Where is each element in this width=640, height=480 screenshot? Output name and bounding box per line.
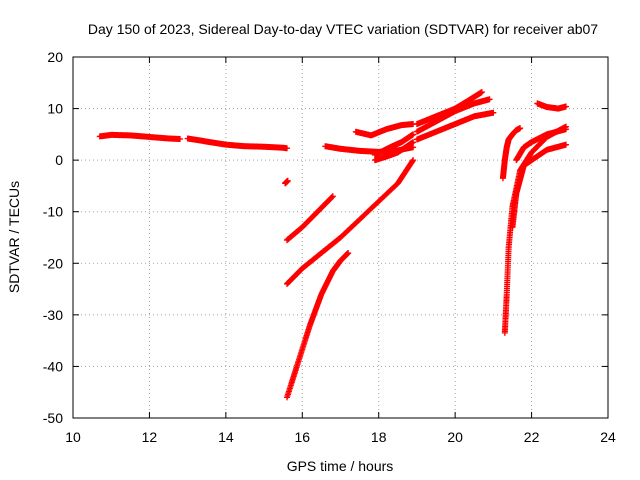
plus-markers — [284, 157, 417, 287]
x-tick-label: 20 — [447, 429, 463, 445]
data-series-arc-13 — [413, 109, 497, 143]
grid-lines — [73, 57, 608, 418]
plus-markers — [413, 96, 493, 135]
y-tick-label: 20 — [47, 49, 63, 65]
chart-title: Day 150 of 2023, Sidereal Day-to-day VTE… — [88, 21, 598, 37]
plus-markers — [184, 135, 290, 152]
plus-markers — [352, 121, 417, 139]
y-tick-label: 0 — [55, 152, 63, 168]
plus-markers — [413, 109, 497, 143]
plot-frame — [72, 56, 609, 419]
plus-markers — [284, 193, 336, 244]
data-series-arc-1 — [96, 131, 183, 142]
plus-markers — [509, 141, 569, 231]
y-axis-label: SDTVAR / TECUs — [6, 181, 22, 293]
data-series-arc-17 — [513, 126, 569, 164]
data-series-arc-6 — [284, 249, 352, 401]
y-tick-label: 10 — [47, 101, 63, 117]
plus-markers — [96, 131, 183, 142]
x-tick-label: 24 — [600, 429, 616, 445]
x-tick-label: 10 — [65, 429, 81, 445]
y-tick-label: -10 — [43, 204, 63, 220]
x-tick-label: 16 — [294, 429, 310, 445]
y-tick-label: -40 — [43, 358, 63, 374]
data-series-arc-8 — [352, 121, 417, 139]
data-series-arc-3 — [282, 177, 291, 187]
data-series-arc-11 — [413, 96, 493, 135]
x-tick-label: 14 — [218, 429, 234, 445]
data-series-arc-4 — [284, 193, 336, 244]
plus-markers — [371, 139, 417, 164]
plus-markers — [534, 100, 569, 112]
data-points — [96, 89, 569, 401]
axis-ticks: 10 12 14 16 18 20 22 24 -50 -40 -30 -20 -10 0 10 20 — [43, 49, 616, 445]
data-series-arc-12 — [413, 89, 485, 128]
plus-markers — [282, 177, 291, 187]
plus-markers — [413, 89, 485, 128]
y-tick-label: -20 — [43, 255, 63, 271]
data-series-arc-5 — [284, 157, 417, 287]
data-series-arc-2 — [184, 135, 290, 152]
data-series-arc-14 — [499, 125, 524, 182]
plus-markers — [499, 125, 524, 182]
x-tick-label: 22 — [524, 429, 540, 445]
x-tick-label: 18 — [371, 429, 387, 445]
data-series-arc-16 — [509, 141, 569, 231]
x-axis-label: GPS time / hours — [287, 458, 394, 474]
plus-markers — [371, 131, 417, 158]
y-tick-label: -30 — [43, 307, 63, 323]
data-series-arc-10 — [371, 131, 417, 158]
plus-markers — [284, 249, 352, 401]
data-series-arc-9 — [371, 139, 417, 164]
data-series-arc-18 — [534, 100, 569, 112]
y-tick-label: -50 — [43, 410, 63, 426]
x-tick-label: 12 — [142, 429, 158, 445]
plus-markers — [513, 126, 569, 164]
